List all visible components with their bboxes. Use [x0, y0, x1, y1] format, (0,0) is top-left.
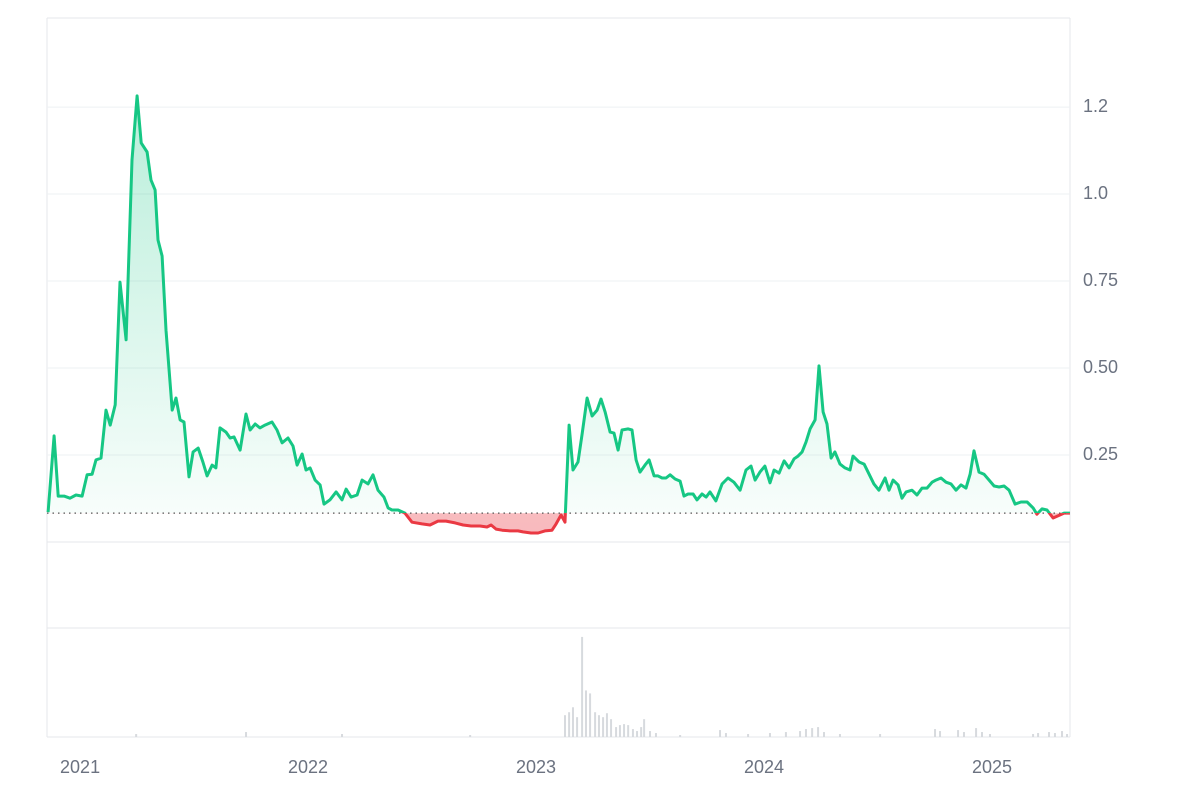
volume-bar — [469, 735, 472, 737]
volume-bar — [584, 690, 587, 737]
volume-bar — [568, 712, 571, 737]
volume-bar — [879, 734, 882, 737]
volume-bar — [817, 727, 820, 737]
volume-bar — [643, 719, 646, 737]
volume-bar — [245, 732, 248, 737]
volume-bar — [135, 734, 138, 737]
volume-bar — [631, 729, 634, 737]
x-tick-label: 2021 — [60, 757, 100, 777]
volume-bar — [804, 729, 807, 737]
volume-bar — [934, 729, 937, 737]
volume-bar — [988, 734, 991, 737]
volume-bar — [975, 728, 978, 737]
volume-bar — [724, 733, 727, 737]
volume-bar — [811, 728, 814, 737]
volume-bar — [679, 735, 682, 737]
volume-bar — [1061, 731, 1064, 737]
area-up — [48, 95, 1070, 514]
volume-bar — [838, 734, 841, 737]
y-tick-label: 0.25 — [1083, 444, 1118, 464]
volume-bar — [719, 730, 722, 737]
volume-bar — [957, 730, 960, 737]
volume-bar — [597, 715, 600, 737]
volume-bar — [822, 732, 825, 737]
y-tick-label: 0.75 — [1083, 270, 1118, 290]
volume-bar — [640, 727, 643, 737]
x-tick-label: 2025 — [972, 757, 1012, 777]
x-tick-label: 2022 — [288, 757, 328, 777]
volume-bar — [594, 712, 597, 737]
volume-bar — [962, 732, 965, 737]
volume-bar — [649, 731, 652, 737]
volume-bar — [623, 724, 626, 737]
volume-bar — [768, 733, 771, 737]
volume-bar — [627, 725, 630, 737]
volume-bar — [610, 719, 613, 737]
volume-bar — [605, 713, 608, 737]
volume-bar — [1037, 733, 1040, 737]
x-tick-label: 2024 — [744, 757, 784, 777]
volume-bar — [602, 717, 605, 737]
volume-bar — [1048, 732, 1051, 737]
volume-bar — [747, 734, 750, 737]
volume-bar — [589, 693, 592, 737]
volume-bar — [654, 733, 657, 737]
volume-bar — [1032, 734, 1035, 737]
y-tick-label: 0.50 — [1083, 357, 1118, 377]
x-tick-label: 2023 — [516, 757, 556, 777]
y-tick-label: 1.0 — [1083, 183, 1108, 203]
price-line-up — [46, 94, 1070, 514]
volume-bar — [939, 731, 942, 737]
volume-bar — [1053, 733, 1056, 737]
volume-bar — [799, 731, 802, 737]
volume-bar — [581, 636, 584, 737]
y-tick-label: 1.2 — [1083, 96, 1108, 116]
volume-bar — [636, 731, 639, 737]
volume-bar — [1066, 734, 1069, 737]
volume-bar — [784, 732, 787, 737]
volume-bar — [341, 734, 344, 737]
volume-bar — [571, 707, 574, 737]
volume-bar — [980, 732, 983, 737]
volume-bar — [618, 725, 621, 737]
volume-bar — [576, 717, 579, 737]
volume-bar — [563, 715, 566, 737]
volume-bar — [615, 727, 618, 737]
